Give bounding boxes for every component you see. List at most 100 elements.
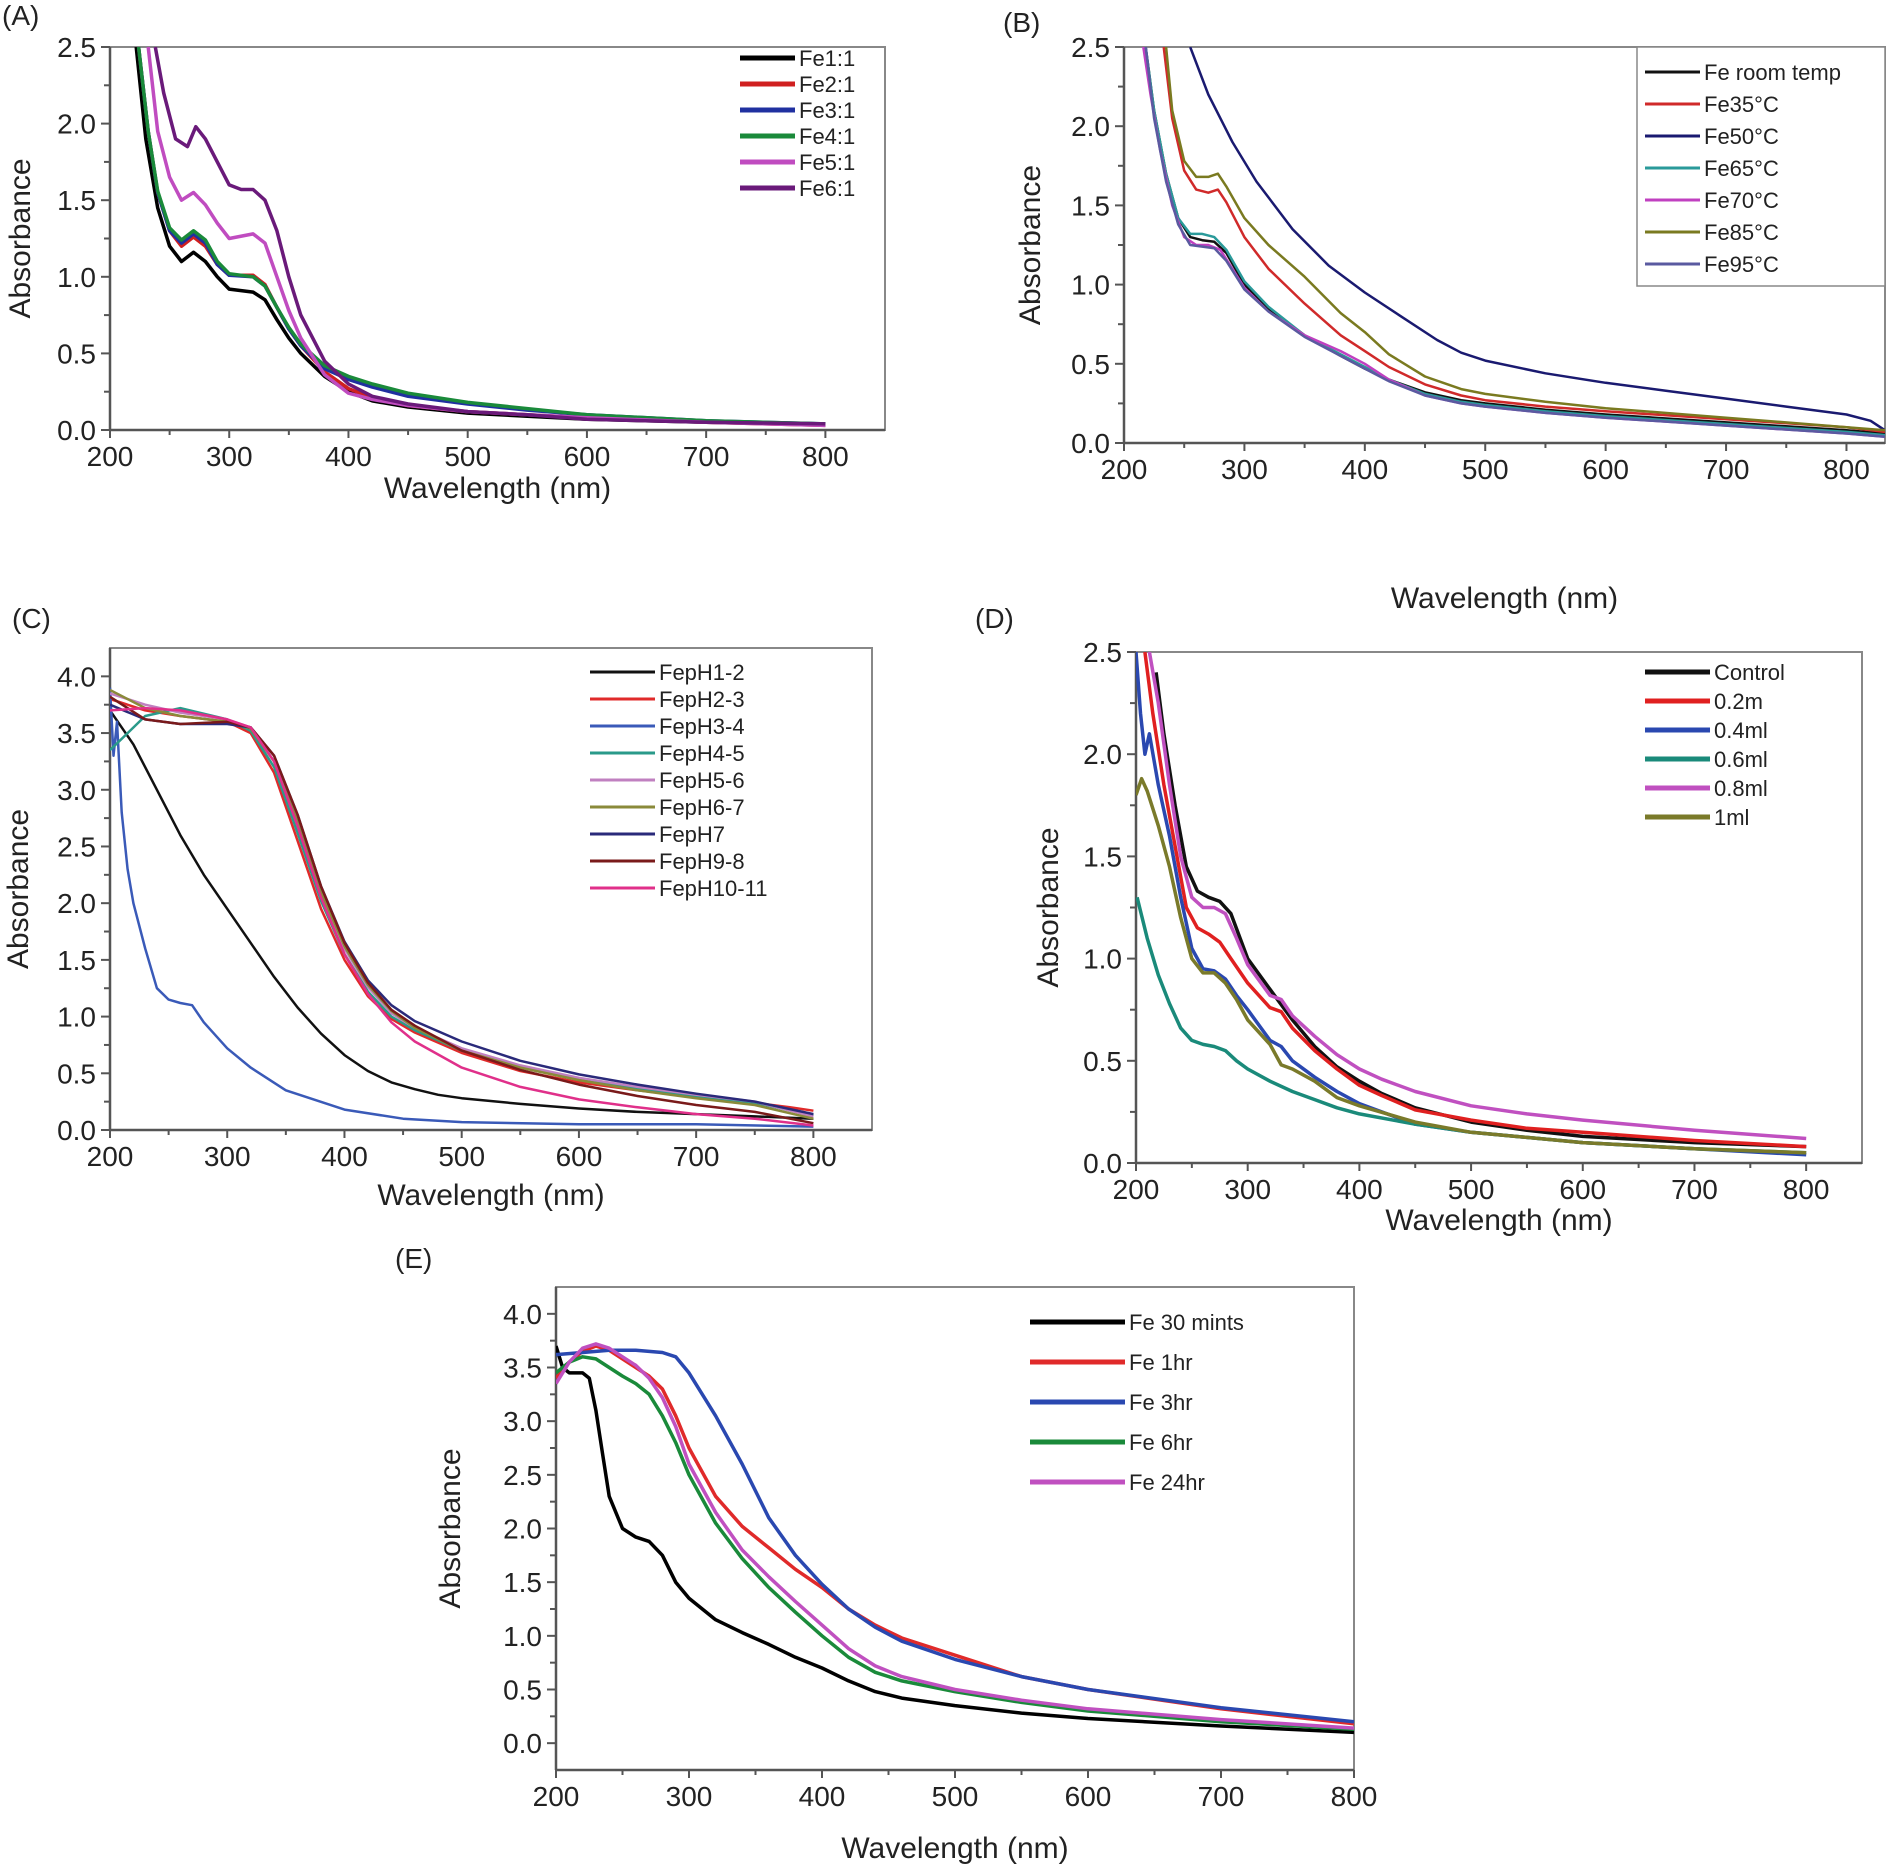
legend-label: FepH6-7 <box>659 795 745 820</box>
panel-d: (D) 200 300 400 500 600 700 800 0.0 0.5 1.0 1.5 2.0 2… <box>975 603 1863 1237</box>
legend-label: Fe 6hr <box>1129 1430 1193 1455</box>
panel-label: (C) <box>12 603 51 634</box>
legend-label: Fe6:1 <box>799 176 855 201</box>
legend-label: Fe3:1 <box>799 98 855 123</box>
x-tick-label: 300 <box>206 441 253 472</box>
legend-label: FepH2-3 <box>659 687 745 712</box>
legend-label: Fe70°C <box>1704 188 1779 213</box>
y-tick-label: 0.0 <box>57 415 96 446</box>
panel-a: (A) 200 300 400 500 600 700 800 0.0 0.5 1.0 1.5 2.0 2… <box>2 0 886 505</box>
series-line-feph10-11 <box>110 706 814 1127</box>
legend-label: Fe 24hr <box>1129 1470 1205 1495</box>
y-tick-label: 1.0 <box>57 1002 96 1033</box>
x-axis-title: Wavelength (nm) <box>841 1832 1068 1865</box>
legend-label: 0.2m <box>1714 689 1763 714</box>
series-line-fe5-1 <box>146 47 826 428</box>
x-tick-label: 400 <box>321 1141 368 1172</box>
x-tick-label: 600 <box>1559 1174 1606 1205</box>
series-group <box>1142 47 1885 438</box>
series-line-fe4-1 <box>136 47 826 426</box>
y-axis-title: Absorbance <box>4 158 37 318</box>
y-tick-label: 2.5 <box>503 1460 542 1491</box>
x-axis-title: Wavelength (nm) <box>377 1179 604 1212</box>
legend-label: Fe5:1 <box>799 150 855 175</box>
x-tick-label: 600 <box>1065 1781 1112 1812</box>
y-tick-label: 0.0 <box>503 1728 542 1759</box>
plot-frame <box>109 46 886 431</box>
x-tick-label: 400 <box>1341 454 1388 485</box>
x-tick-label: 700 <box>1703 454 1750 485</box>
y-tick-label: 1.5 <box>57 185 96 216</box>
y-tick-label: 0.5 <box>57 338 96 369</box>
series-line-fe-1hr <box>556 1344 1354 1726</box>
legend-label: Fe95°C <box>1704 252 1779 277</box>
legend-label: Fe 3hr <box>1129 1390 1193 1415</box>
y-tick-label: 2.5 <box>1071 32 1110 63</box>
y-axis-title: Absorbance <box>1032 827 1065 987</box>
series-line-fe95-c <box>1144 47 1885 438</box>
panel-b: (B) 200 300 400 500 600 700 800 0.0 0.5 1.0 1.5 2.0 2… <box>1003 7 1886 615</box>
legend-label: Fe65°C <box>1704 156 1779 181</box>
legend-label: Control <box>1714 660 1785 685</box>
series-line-control <box>1154 672 1807 1149</box>
legend-label: 0.4ml <box>1714 718 1768 743</box>
y-tick-label: 1.5 <box>1071 190 1110 221</box>
series-line-fe65-c <box>1144 47 1885 437</box>
legend-label: Fe 1hr <box>1129 1350 1193 1375</box>
panel-label: (A) <box>2 0 39 31</box>
y-tick-label: 2.0 <box>1071 111 1110 142</box>
x-tick-label: 600 <box>564 441 611 472</box>
x-axis-title: Wavelength (nm) <box>384 472 611 505</box>
legend-label: 0.6ml <box>1714 747 1768 772</box>
x-tick-label: 500 <box>1462 454 1509 485</box>
y-tick-label: 4.0 <box>57 661 96 692</box>
y-tick-label: 0.0 <box>1083 1148 1122 1179</box>
series-line-feph3-4 <box>110 687 814 1128</box>
legend-label: 0.8ml <box>1714 776 1768 801</box>
y-tick-label: 1.0 <box>1071 270 1110 301</box>
legend-label: FepH1-2 <box>659 660 745 685</box>
x-tick-label: 200 <box>1101 454 1148 485</box>
y-tick-label: 1.5 <box>57 945 96 976</box>
x-axis-title: Wavelength (nm) <box>1391 582 1618 615</box>
series-line-fe-6hr <box>556 1355 1354 1731</box>
x-tick-label: 200 <box>1113 1174 1160 1205</box>
y-tick-label: 3.5 <box>503 1353 542 1384</box>
x-tick-label: 800 <box>1783 1174 1830 1205</box>
series-line-fe50-c <box>1189 47 1885 432</box>
legend: Control 0.2m 0.4ml 0.6ml 0.8ml 1ml <box>1645 660 1785 830</box>
y-axis-title: Absorbance <box>2 809 35 969</box>
panel-c: (C) 200 300 400 500 600 700 800 0.0 0.5 1.0 1.5 2.0 2… <box>2 603 873 1212</box>
x-tick-label: 700 <box>683 441 730 472</box>
series-line-feph9-8 <box>110 695 814 1125</box>
legend-label: FepH4-5 <box>659 741 745 766</box>
x-tick-label: 300 <box>1221 454 1268 485</box>
series-line-fe6-1 <box>153 47 826 426</box>
y-tick-label: 2.0 <box>57 888 96 919</box>
y-tick-label: 0.5 <box>1083 1046 1122 1077</box>
series-group <box>134 47 826 428</box>
series-line-0-2m <box>1143 652 1807 1149</box>
y-tick-label: 3.5 <box>57 718 96 749</box>
legend-label: Fe35°C <box>1704 92 1779 117</box>
x-tick-label: 800 <box>1823 454 1870 485</box>
series-line-fe85-c <box>1164 47 1885 432</box>
series-line-fe-24hr <box>556 1342 1354 1730</box>
y-tick-label: 0.5 <box>1071 349 1110 380</box>
legend-label: Fe2:1 <box>799 72 855 97</box>
series-line-feph1-2 <box>110 709 814 1120</box>
series-line-1ml <box>1136 776 1807 1155</box>
series-line-fe35-c <box>1162 47 1885 434</box>
x-tick-label: 400 <box>799 1781 846 1812</box>
series-line-fe-3hr <box>556 1348 1354 1724</box>
x-tick-label: 200 <box>533 1781 580 1812</box>
y-tick-label: 1.5 <box>503 1567 542 1598</box>
x-tick-label: 500 <box>444 441 491 472</box>
legend-label: FepH7 <box>659 822 725 847</box>
legend-label: Fe85°C <box>1704 220 1779 245</box>
y-tick-label: 2.5 <box>1083 637 1122 668</box>
legend: Fe 30 mints Fe 1hr Fe 3hr Fe 6hr Fe 24hr <box>1030 1310 1244 1495</box>
x-tick-label: 400 <box>325 441 372 472</box>
series-group <box>556 1342 1354 1735</box>
